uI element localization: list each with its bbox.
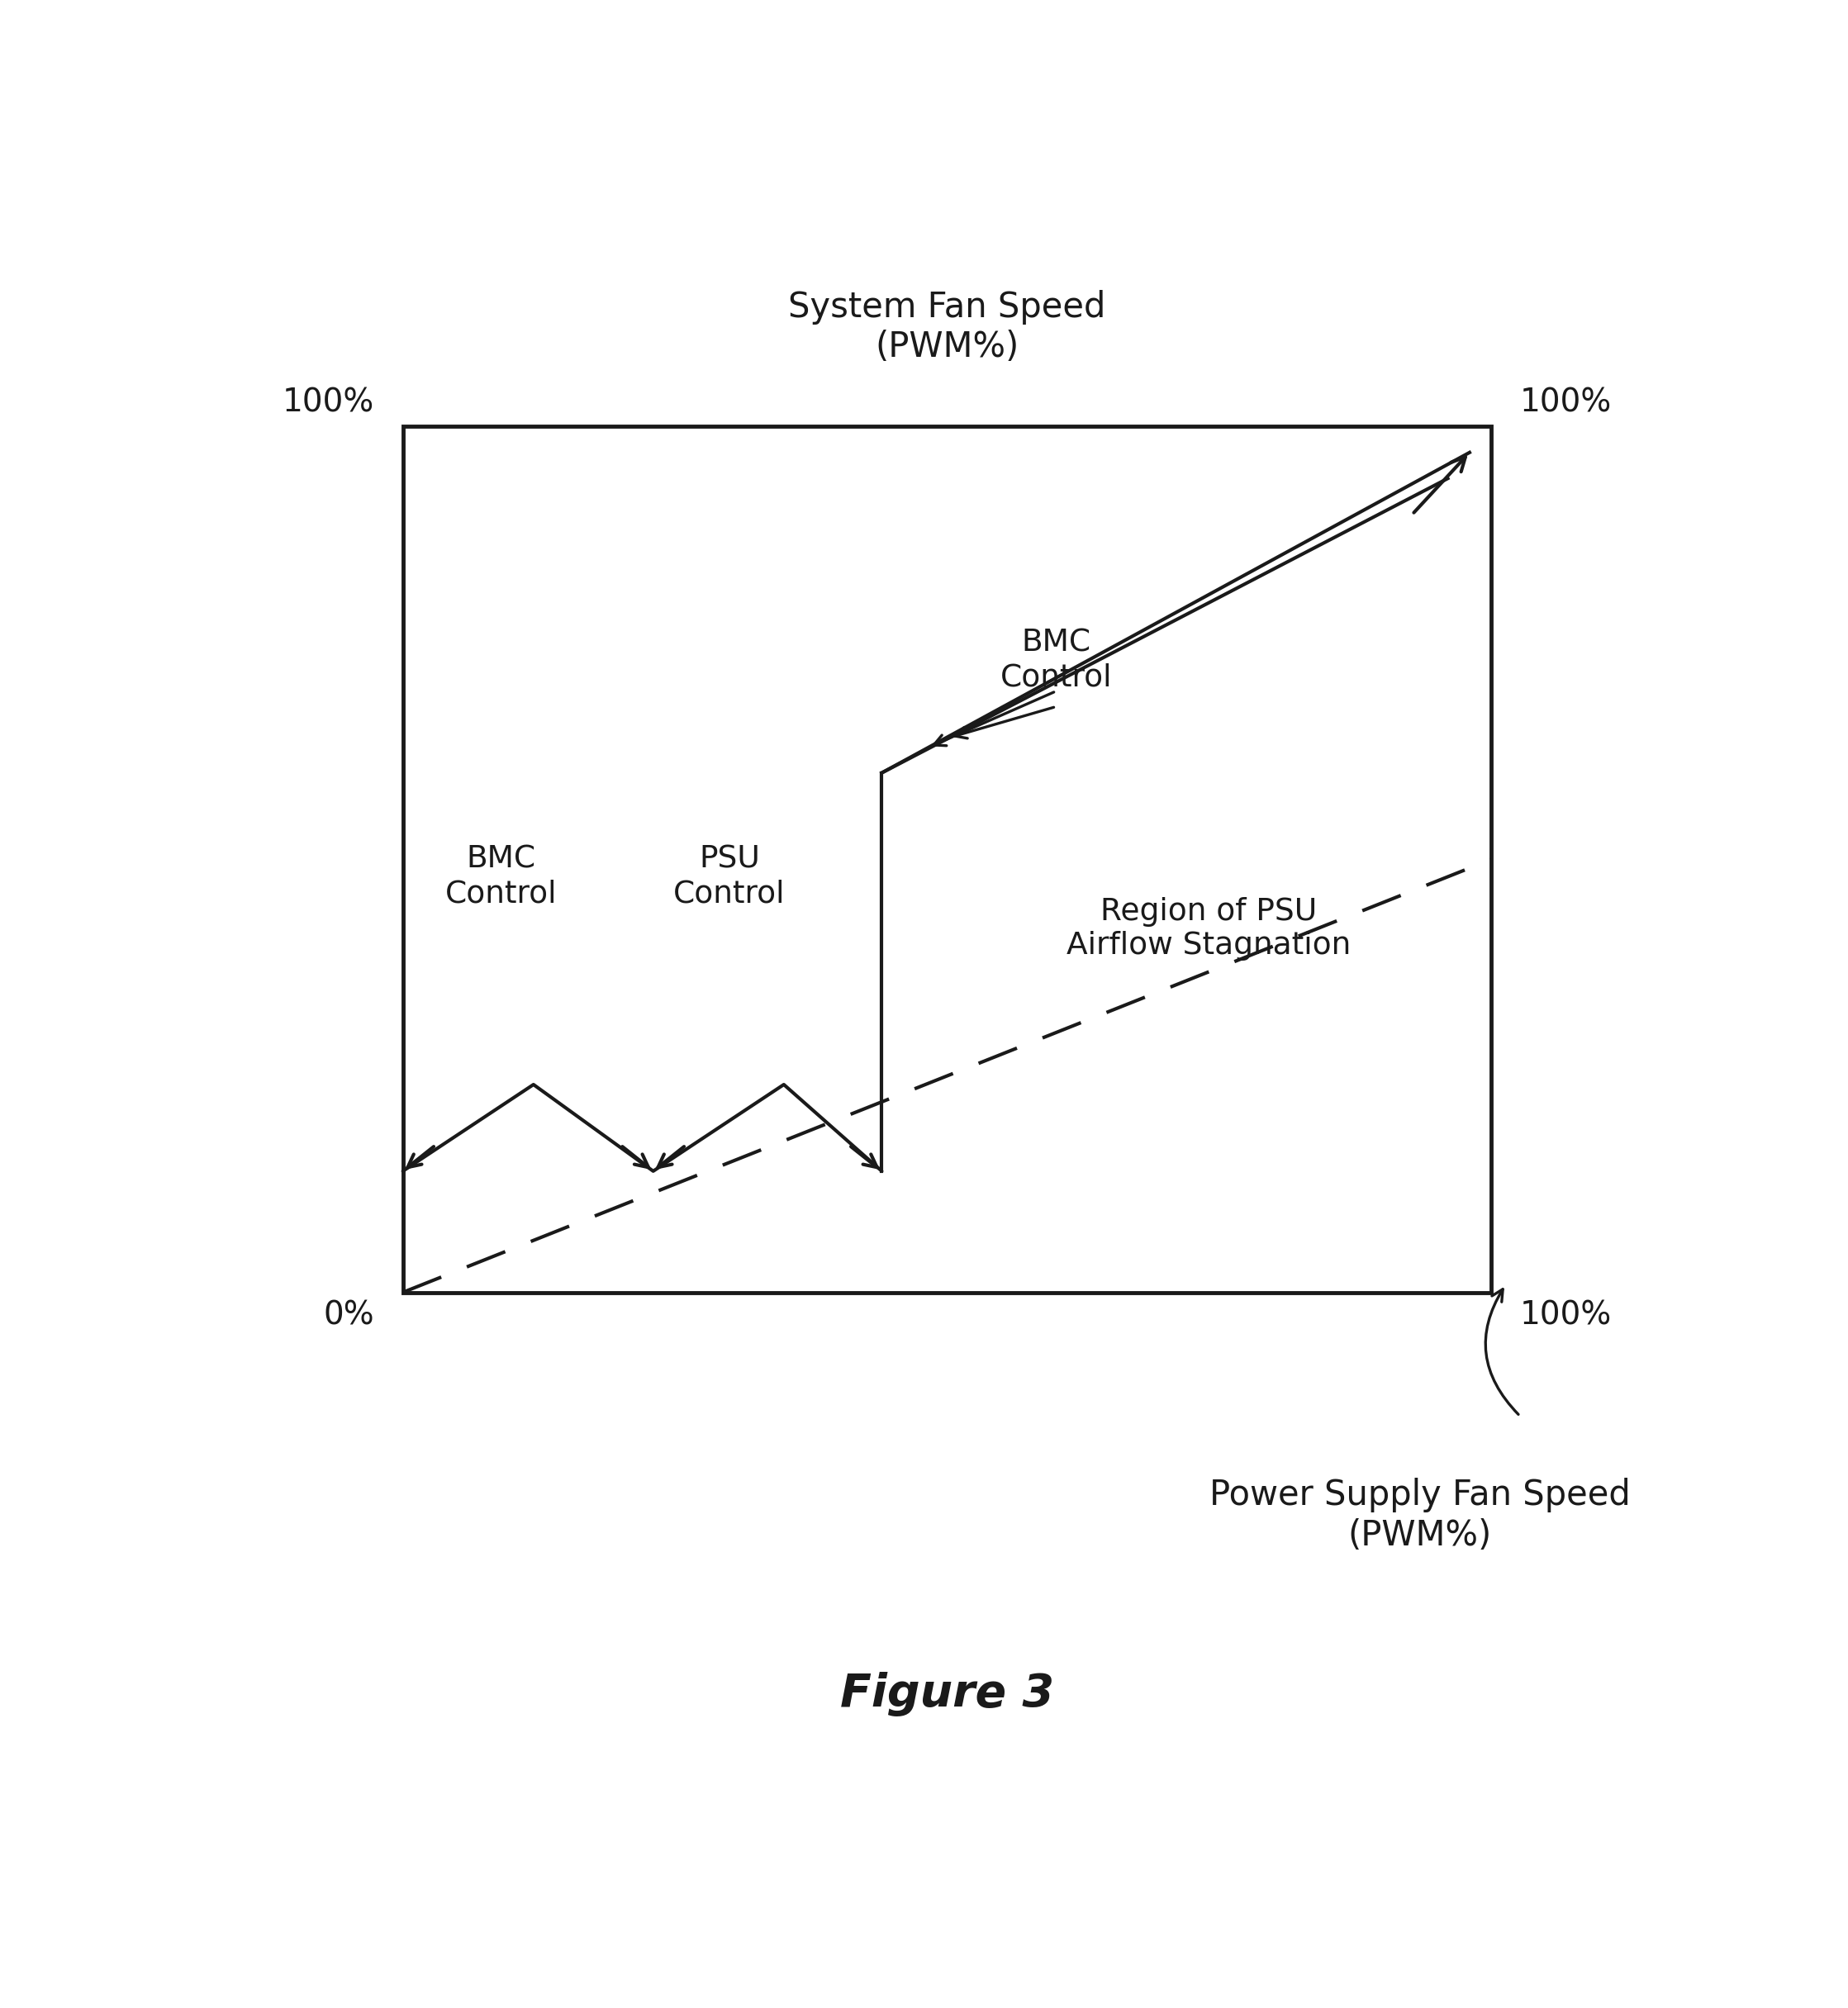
Text: PSU
Control: PSU Control (673, 845, 785, 910)
Text: 0%: 0% (323, 1299, 373, 1331)
Text: Figure 3: Figure 3 (841, 1673, 1053, 1717)
Text: BMC
Control: BMC Control (1000, 629, 1112, 693)
Text: 100%: 100% (1519, 1299, 1611, 1331)
Text: BMC
Control: BMC Control (445, 845, 556, 910)
Text: 100%: 100% (283, 388, 373, 420)
Text: System Fan Speed
(PWM%): System Fan Speed (PWM%) (789, 289, 1105, 365)
Text: Power Supply Fan Speed
(PWM%): Power Supply Fan Speed (PWM%) (1209, 1478, 1630, 1552)
Text: 100%: 100% (1519, 388, 1611, 420)
Text: Region of PSU
Airflow Stagnation: Region of PSU Airflow Stagnation (1066, 898, 1351, 960)
Bar (403, 426, 1491, 1293)
